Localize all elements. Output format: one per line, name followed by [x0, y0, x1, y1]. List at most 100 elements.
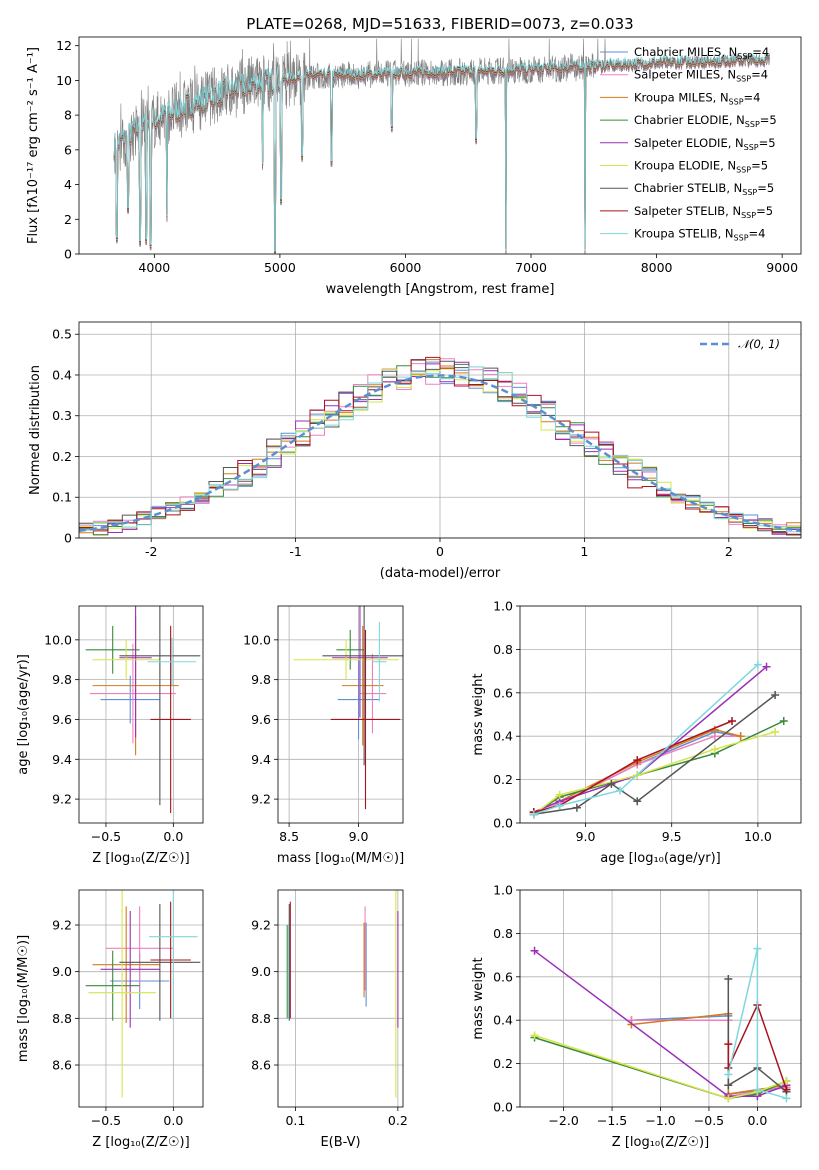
x-tick-label: 8.5: [279, 829, 299, 844]
x-axis-label: E(B-V): [320, 1135, 360, 1150]
marker-kroupa-elodie: [555, 790, 564, 799]
x-tick-label: 0.0: [163, 829, 183, 844]
y-tick-label: 0.4: [52, 367, 72, 382]
y-tick-label: 9.2: [52, 918, 72, 933]
line-kroupa-stelib: [727, 948, 787, 1100]
panel-mass-vs-Z: −0.5 0.0 8.6 8.8 9.0 9.2 Z [log₁₀(Z/Z☉)] mass […: [16, 889, 204, 1150]
legend-subscript: SSP: [744, 143, 759, 152]
line-kroupa-elodie: [534, 1034, 787, 1100]
y-tick-label: 0: [64, 247, 72, 262]
marker-kroupa-elodie: [771, 727, 780, 736]
y-tick-label: 9.6: [251, 712, 271, 727]
axes-frame: [277, 889, 404, 1108]
x-tick-label: 0.0: [163, 1113, 183, 1128]
y-tick-label: 9.4: [52, 752, 72, 767]
gaussian-curve: [79, 374, 801, 533]
legend-series-name: Kroupa ELODIE, N: [634, 159, 736, 173]
marker-kroupa-stelib: [529, 810, 538, 819]
y-tick-label: 10: [56, 73, 72, 88]
legend-nssp: =5: [757, 181, 774, 195]
marker-kroupa-stelib: [724, 1070, 733, 1079]
y-axis-label: mass [log₁₀(M/M☉)]: [16, 935, 31, 1062]
plot-area: [278, 606, 403, 823]
y-tick-label: 0.0: [493, 1100, 513, 1115]
x-tick-label: 7000: [515, 260, 547, 275]
legend-nssp: =5: [751, 159, 768, 173]
marker-kroupa-elodie: [530, 1031, 539, 1040]
axes-frame: [277, 605, 404, 824]
y-tick-label: 9.0: [52, 964, 72, 979]
y-tick-label: 9.2: [52, 792, 72, 807]
marker-kroupa-miles: [736, 732, 745, 741]
y-tick-label: 0.2: [493, 1056, 513, 1071]
panel-residuals: -2 -1 0 1 2 0 0.1 0.2 0.3 0.4 0.5 (data-model)/erro…: [28, 321, 802, 581]
legend-series-name: Chabrier MILES, N: [634, 45, 737, 59]
marker-salpeter-stelib: [782, 1085, 791, 1094]
legend-nssp: =4: [751, 68, 768, 82]
legend-series-name: Kroupa MILES, N: [634, 90, 729, 104]
y-tick-label: 4: [64, 177, 72, 192]
x-tick-label: 8000: [641, 260, 673, 275]
legend-subscript: SSP: [734, 234, 749, 243]
marker-kroupa-elodie: [724, 1094, 733, 1103]
line-salpeter-elodie: [534, 950, 787, 1097]
y-tick-label: 0.3: [52, 408, 72, 423]
legend-series-name: Kroupa STELIB, N: [634, 227, 734, 241]
x-tick-label: 9.5: [662, 829, 682, 844]
y-tick-label: 6: [64, 142, 72, 157]
axes-frame: [78, 889, 204, 1108]
marker-kroupa-stelib: [753, 660, 762, 669]
panel-weight-vs-Z: −2.0 −1.5 −1.0 −0.5 0.0 0.0 0.2 0.4 0.6 0.8 1.0 Z […: [471, 883, 802, 1150]
y-tick-label: 0.6: [493, 969, 513, 984]
x-tick-label: −0.5: [91, 829, 121, 844]
y-tick-label: 9.8: [251, 672, 271, 687]
legend-series-name: Chabrier STELIB, N: [634, 181, 742, 195]
marker-kroupa-stelib: [782, 1094, 791, 1103]
legend-nssp: =4: [744, 90, 761, 104]
legend-entry-chabrier-elodie: Chabrier ELODIE, NSSP=5: [634, 113, 777, 129]
x-tick-label: −1.0: [645, 1113, 675, 1128]
marker-kroupa-stelib: [615, 786, 624, 795]
line-salpeter-stelib: [727, 1002, 788, 1090]
marker-salpeter-elodie: [530, 946, 539, 955]
panel-weight-vs-age: 9.0 9.5 10.0 0.0 0.2 0.4 0.6 0.8 1.0 age [log₁₀(a…: [471, 599, 802, 866]
marker-salpeter-elodie: [762, 662, 771, 671]
y-tick-label: 9.0: [251, 964, 271, 979]
y-tick-label: 9.2: [251, 918, 271, 933]
axes-frame: [519, 889, 802, 1108]
x-tick-label: 5000: [264, 260, 296, 275]
legend-entry-kroupa-stelib: Kroupa STELIB, NSSP=4: [634, 227, 765, 243]
legend-series-name: Chabrier ELODIE, N: [634, 113, 745, 127]
plot-area: [520, 606, 801, 823]
marker-kroupa-stelib: [555, 801, 564, 810]
y-tick-label: 10.0: [243, 632, 271, 647]
legend-entry-salpeter-elodie: Salpeter ELODIE, NSSP=5: [634, 136, 776, 152]
y-tick-label: 8: [64, 108, 72, 123]
y-tick-label: 9.8: [52, 672, 72, 687]
marker-chabrier-stelib: [633, 797, 642, 806]
legend-entry-chabrier-stelib: Chabrier STELIB, NSSP=5: [634, 181, 774, 197]
legend-subscript: SSP: [742, 188, 757, 197]
marker-kroupa-stelib: [753, 1085, 762, 1094]
x-tick-label: 0.2: [388, 1113, 408, 1128]
y-tick-label: 8.6: [251, 1058, 271, 1073]
x-axis-label: Z [log₁₀(Z/Z☉)]: [92, 851, 189, 866]
line-salpeter-elodie: [533, 666, 767, 813]
x-tick-label: 0.0: [747, 1113, 767, 1128]
marker-chabrier-stelib: [572, 803, 581, 812]
legend-entry-gaussian: 𝒩(0, 1): [738, 337, 780, 351]
plot-area: [79, 606, 203, 823]
plot-area: [520, 890, 801, 1107]
legend-entry-salpeter-miles: Salpeter MILES, NSSP=4: [634, 68, 768, 84]
y-tick-label: 0.4: [493, 729, 513, 744]
legend-nssp: =4: [749, 227, 766, 241]
x-tick-label: 2: [725, 544, 733, 559]
legend-nssp: =4: [752, 45, 769, 59]
legend-subscript: SSP: [741, 211, 756, 220]
y-axis-label: Flux [fλ10⁻¹⁷ erg cm⁻² s⁻¹ A⁻¹]: [26, 47, 41, 244]
panel-age-vs-mass: 8.5 9.0 9.2 9.4 9.6 9.8 10.0 mass [log₁₀(M/M☉)]: [243, 605, 404, 866]
x-axis-label: wavelength [Angstrom, rest frame]: [326, 282, 555, 297]
y-tick-label: 0: [64, 531, 72, 546]
x-tick-label: 6000: [390, 260, 422, 275]
legend-subscript: SSP: [729, 97, 744, 106]
